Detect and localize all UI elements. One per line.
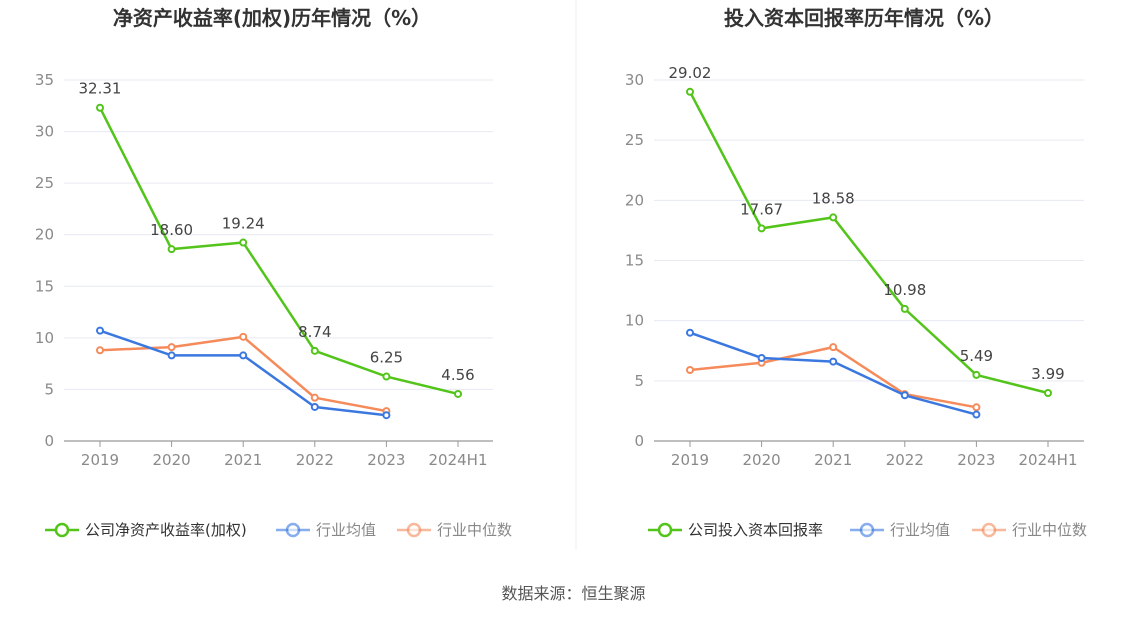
legend-item[interactable]: 行业中位数: [972, 521, 1087, 539]
legend-label: 公司投入资本回报率: [688, 521, 823, 539]
legend-item[interactable]: 公司净资产收益率(加权): [45, 521, 247, 539]
data-point: [239, 238, 248, 247]
data-label: 18.58: [812, 189, 855, 207]
legend-item[interactable]: 公司投入资本回报率: [648, 521, 823, 539]
y-tick-label: 30: [625, 71, 644, 89]
legend-marker: [859, 522, 875, 538]
data-point: [829, 343, 838, 352]
data-point: [1044, 388, 1052, 397]
y-tick-label: 20: [625, 191, 644, 209]
x-tick-label: 2023: [957, 451, 995, 469]
data-label: 10.98: [883, 281, 926, 299]
data-label: 18.60: [150, 221, 193, 239]
y-tick-label: 5: [634, 372, 644, 390]
x-tick-label: 2024H1: [1019, 451, 1078, 469]
data-point: [96, 326, 104, 335]
x-tick-label: 2021: [224, 451, 262, 469]
data-point: [829, 357, 838, 366]
data-point: [972, 403, 981, 412]
data-point: [686, 366, 694, 375]
data-label: 5.49: [960, 347, 993, 365]
series-line: [98, 107, 459, 396]
chart-title: 投入资本回报率历年情况（%）: [724, 6, 1004, 30]
y-tick-label: 10: [35, 329, 54, 347]
chart-panel-1: 净资产收益率(加权)历年情况（%） 0 5 10 15 20 25 30 35 2019 2020 2…: [35, 6, 512, 539]
x-tick-label: 2019: [671, 451, 709, 469]
data-point: [167, 245, 176, 254]
data-point: [829, 213, 838, 222]
legend-label: 行业中位数: [437, 521, 512, 539]
y-tick-label: 0: [634, 432, 644, 450]
data-label: 8.74: [298, 323, 331, 341]
y-tick-label: 20: [35, 226, 54, 244]
y-tick-label: 35: [35, 71, 54, 89]
data-label: 6.25: [370, 349, 403, 367]
data-point: [167, 351, 176, 360]
data-point: [686, 328, 694, 337]
legend-label: 行业中位数: [1012, 521, 1087, 539]
source-note: 数据来源：恒生聚源: [501, 584, 646, 603]
data-label: 3.99: [1031, 365, 1064, 383]
data-point: [757, 353, 766, 362]
y-tick-label: 10: [625, 312, 644, 330]
y-tick-label: 5: [44, 380, 54, 398]
data-point: [167, 343, 176, 352]
data-point: [239, 332, 248, 341]
y-tick-label: 25: [35, 174, 54, 192]
data-point: [310, 402, 319, 411]
data-point: [972, 410, 981, 419]
legend-label: 公司净资产收益率(加权): [85, 521, 247, 539]
data-point: [382, 411, 391, 420]
x-tick-label: 2020: [153, 451, 191, 469]
legend-item[interactable]: 行业均值: [276, 521, 376, 539]
y-tick-label: 30: [35, 123, 54, 141]
data-label: 4.56: [441, 366, 474, 384]
data-point: [96, 346, 104, 355]
legend-marker: [657, 522, 673, 538]
x-tick-label: 2022: [296, 451, 334, 469]
legend-marker: [285, 522, 301, 538]
x-tick-label: 2019: [81, 451, 119, 469]
data-point: [686, 87, 694, 96]
series-line: [689, 345, 977, 409]
series-line: [688, 91, 1049, 395]
series-line: [99, 335, 387, 413]
data-point: [310, 393, 319, 402]
data-point: [310, 346, 319, 355]
data-point: [454, 389, 462, 398]
chart-title: 净资产收益率(加权)历年情况（%）: [113, 6, 431, 30]
x-tick-label: 2023: [367, 451, 405, 469]
data-label: 17.67: [740, 200, 783, 218]
legend-label: 行业均值: [316, 521, 376, 539]
y-tick-label: 25: [625, 131, 644, 149]
data-point: [900, 391, 909, 400]
x-tick-label: 2024H1: [429, 451, 488, 469]
x-tick-label: 2020: [743, 451, 781, 469]
y-tick-label: 0: [44, 432, 54, 450]
legend-item[interactable]: 行业中位数: [397, 521, 512, 539]
data-point: [972, 370, 981, 379]
data-point: [757, 224, 766, 233]
x-tick-label: 2021: [814, 451, 852, 469]
legend-label: 行业均值: [890, 521, 950, 539]
legend-marker: [54, 522, 70, 538]
data-label: 19.24: [222, 215, 265, 233]
legend-marker: [981, 522, 997, 538]
data-point: [96, 103, 104, 112]
legend-item[interactable]: 行业均值: [850, 521, 950, 539]
x-tick-label: 2022: [886, 451, 924, 469]
chart-panel-2: 投入资本回报率历年情况（%） 0 5 10 15 20 25 30 2019 2020 2021 20…: [625, 6, 1087, 539]
data-label: 29.02: [669, 64, 712, 82]
data-point: [239, 351, 248, 360]
data-point: [900, 304, 909, 313]
legend-marker: [406, 522, 422, 538]
data-point: [382, 372, 391, 381]
data-label: 32.31: [79, 80, 122, 98]
y-tick-label: 15: [35, 277, 54, 295]
y-tick-label: 15: [625, 252, 644, 270]
